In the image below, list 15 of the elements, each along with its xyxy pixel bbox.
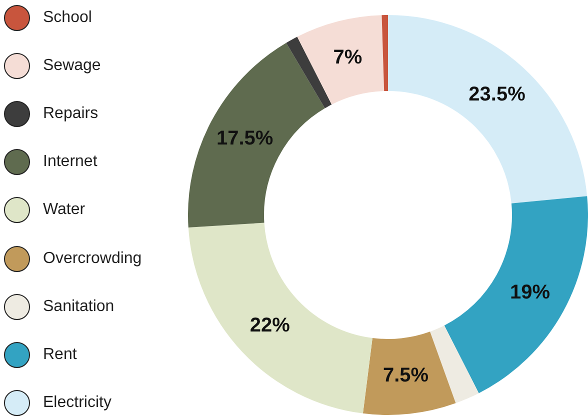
data-label: 7.5% bbox=[382, 364, 429, 387]
legend-label: Overcrowding bbox=[43, 250, 142, 268]
data-label: 17.5% bbox=[216, 128, 274, 150]
legend-label: Electricity bbox=[43, 394, 112, 412]
data-label: 23.5% bbox=[468, 84, 526, 106]
data-label: 22% bbox=[250, 314, 290, 336]
data-label: 7% bbox=[333, 46, 362, 69]
legend-label: Sanitation bbox=[43, 298, 114, 316]
legend-label: Repairs bbox=[43, 105, 98, 124]
legend-label: Sewage bbox=[43, 57, 101, 76]
legend-label: Rent bbox=[43, 346, 77, 364]
legend-label: Internet bbox=[43, 153, 98, 172]
legend-label: Water bbox=[43, 201, 86, 220]
data-label: 19% bbox=[510, 282, 550, 304]
legend-label: School bbox=[43, 9, 92, 28]
